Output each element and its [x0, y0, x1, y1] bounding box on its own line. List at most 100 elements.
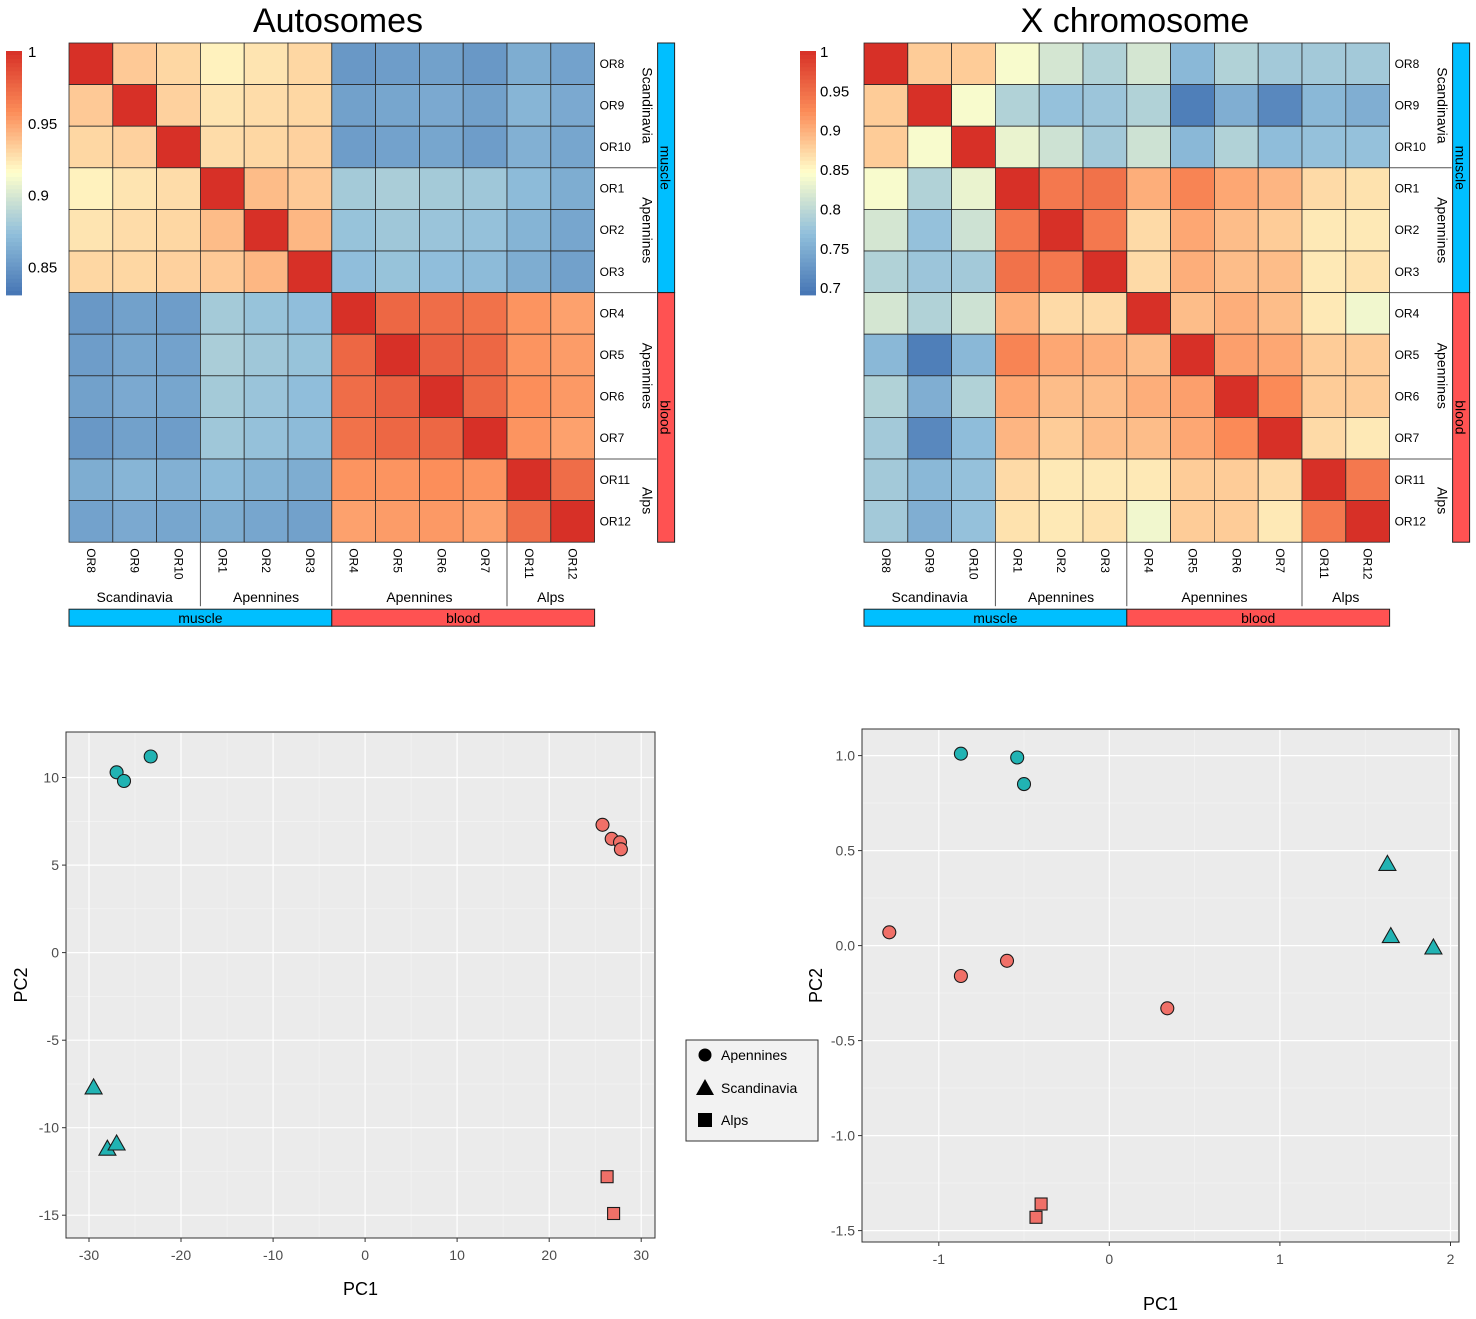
heatmap-cell	[199, 333, 245, 377]
heatmap-cell	[156, 84, 201, 127]
colorbar-segment	[800, 209, 816, 215]
colorbar-segment	[6, 55, 22, 60]
tissue-bar	[1452, 292, 1471, 543]
heatmap-cell	[1170, 250, 1215, 293]
heatmap-cell	[863, 84, 909, 127]
colorbar-segment	[6, 213, 22, 219]
heatmap-cell	[287, 250, 333, 293]
colorbar-segment	[6, 63, 22, 68]
row-label: OR8	[1395, 57, 1420, 71]
colorbar-segment	[800, 266, 816, 271]
heatmap-cell	[462, 375, 508, 418]
heatmap-cell	[68, 458, 114, 501]
heatmap-cell	[1345, 125, 1391, 169]
y-tick-label: -0.5	[831, 1033, 855, 1049]
heatmap-cell	[418, 333, 464, 377]
colorbar-segment	[800, 160, 816, 166]
heatmap-cell	[550, 250, 595, 293]
tissue-label: muscle	[1453, 146, 1469, 191]
heatmap-cell	[506, 375, 552, 418]
heatmap-cell	[462, 84, 508, 127]
column-label: OR12	[1361, 548, 1375, 580]
colorbar-segment	[6, 197, 22, 202]
heatmap-cell	[112, 500, 158, 543]
heatmap-cell	[287, 375, 333, 418]
tissue-label: blood	[1241, 610, 1275, 626]
heatmap-cell	[243, 42, 289, 85]
heatmap-cell	[1301, 333, 1347, 377]
heatmap-title: Autosomes	[253, 2, 423, 40]
colorbar-segment	[6, 120, 22, 125]
row-group-label: Alps	[640, 487, 656, 514]
heatmap-cell	[1082, 42, 1128, 85]
heatmap-cell	[863, 250, 909, 293]
plot-panel	[861, 728, 1460, 1243]
data-point-circle	[613, 842, 628, 857]
heatmap-cell	[506, 167, 552, 210]
heatmap-cell	[331, 84, 376, 127]
heatmap-cell	[243, 250, 289, 293]
heatmap-cell	[68, 125, 114, 169]
row-label: OR1	[600, 182, 625, 196]
data-point-circle	[116, 773, 132, 789]
row-label: OR4	[1395, 306, 1420, 320]
column-label: OR7	[1273, 548, 1287, 573]
heatmap-cell	[550, 208, 595, 252]
column-group-label: Alps	[537, 589, 564, 605]
heatmap-cell	[112, 208, 158, 252]
heatmap-cell	[506, 250, 552, 293]
heatmap-cell	[1082, 375, 1128, 418]
y-axis-label: PC2	[11, 967, 31, 1002]
colorbar-segment	[800, 197, 816, 202]
heatmap-cell	[199, 208, 245, 252]
colorbar-segment	[6, 107, 22, 113]
colorbar-segment	[6, 148, 22, 154]
heatmap-cell	[199, 416, 245, 460]
heatmap-cell	[995, 84, 1040, 127]
column-label: OR8	[879, 548, 893, 573]
heatmap-cell	[462, 125, 508, 169]
heatmap-cell	[243, 167, 289, 210]
x-tick-label: 0	[361, 1247, 369, 1263]
column-label: OR5	[1186, 548, 1200, 573]
colorbar-segment	[800, 282, 816, 288]
colorbar-segment	[6, 168, 22, 174]
row-label: OR6	[600, 390, 625, 404]
x-tick-label: 0	[1105, 1251, 1113, 1267]
heatmap-cell	[287, 84, 333, 127]
heatmap-cell	[1301, 167, 1347, 210]
x-tick-label: 10	[449, 1247, 465, 1263]
row-label: OR9	[1395, 98, 1420, 112]
tissue-label: muscle	[178, 610, 223, 626]
colorbar-tick-label: 0.9	[820, 123, 841, 140]
heatmap-cell	[506, 416, 552, 460]
colorbar-segment	[6, 75, 22, 80]
heatmap-cell	[156, 42, 201, 85]
data-point-triangle	[1381, 926, 1401, 944]
heatmap-cell	[995, 250, 1040, 293]
plot-panel	[65, 731, 656, 1239]
heatmap-cell	[287, 42, 333, 85]
heatmap-cell	[375, 458, 420, 501]
colorbar-segment	[6, 51, 22, 56]
heatmap-cell	[995, 42, 1040, 85]
colorbar-segment	[800, 144, 816, 149]
heatmap-cell	[1214, 500, 1259, 543]
heatmap-cell	[1038, 292, 1084, 335]
row-label: OR1	[1395, 182, 1420, 196]
row-group-label: Alps	[1435, 487, 1451, 514]
colorbar-segment	[800, 234, 816, 239]
row-group-label: Apennines	[640, 197, 656, 263]
heatmap-cell	[375, 333, 420, 377]
heatmap-cell	[112, 375, 158, 418]
heatmap-cell	[375, 208, 420, 252]
colorbar-segment	[6, 156, 22, 162]
colorbar-segment	[6, 221, 22, 227]
row-group-label: Apennines	[640, 343, 656, 409]
colorbar-segment	[800, 173, 816, 178]
heatmap-cell	[1082, 333, 1128, 377]
row-label: OR5	[600, 348, 625, 362]
heatmap-cell	[1257, 208, 1303, 252]
colorbar-segment	[800, 250, 816, 255]
colorbar-segment	[800, 189, 816, 194]
